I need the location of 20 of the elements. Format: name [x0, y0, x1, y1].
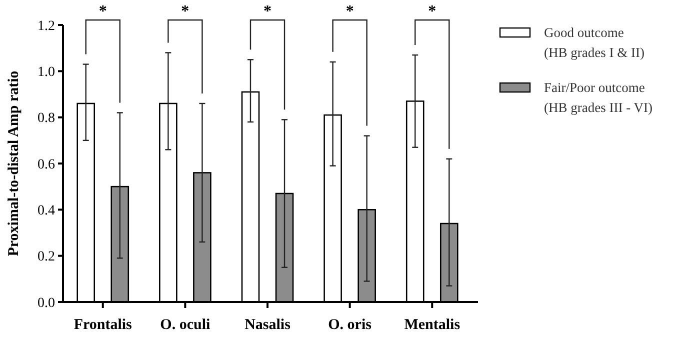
x-tick-label: Mentalis	[404, 317, 460, 333]
y-tick-label: 1.0	[38, 65, 55, 80]
y-axis-title: Proximal-to-distal Amp ratio	[6, 70, 22, 256]
y-tick-label: 0.4	[38, 204, 55, 219]
text: *	[181, 3, 190, 20]
y-tick-label: 0.8	[38, 111, 55, 126]
y-tick-label: 0.0	[38, 296, 55, 311]
y-tick-label: 1.2	[38, 18, 55, 34]
x-tick-label: Nasalis	[244, 317, 291, 333]
legend-label: Fair/Poor outcome (HB grades III - VI)	[544, 80, 652, 115]
text: *	[346, 3, 354, 20]
y-tick-label: 0.6	[38, 157, 55, 172]
text: *	[98, 3, 107, 20]
y-tick-label: 0.2	[38, 250, 55, 265]
text: *	[264, 3, 272, 20]
x-tick-label: Frontalis	[74, 317, 132, 333]
legend-label: Good outcome (HB grades I & II)	[544, 25, 644, 60]
x-tick-label: O. oris	[328, 317, 372, 333]
text: *	[428, 3, 436, 20]
x-tick-label: O. oculi	[160, 317, 210, 333]
